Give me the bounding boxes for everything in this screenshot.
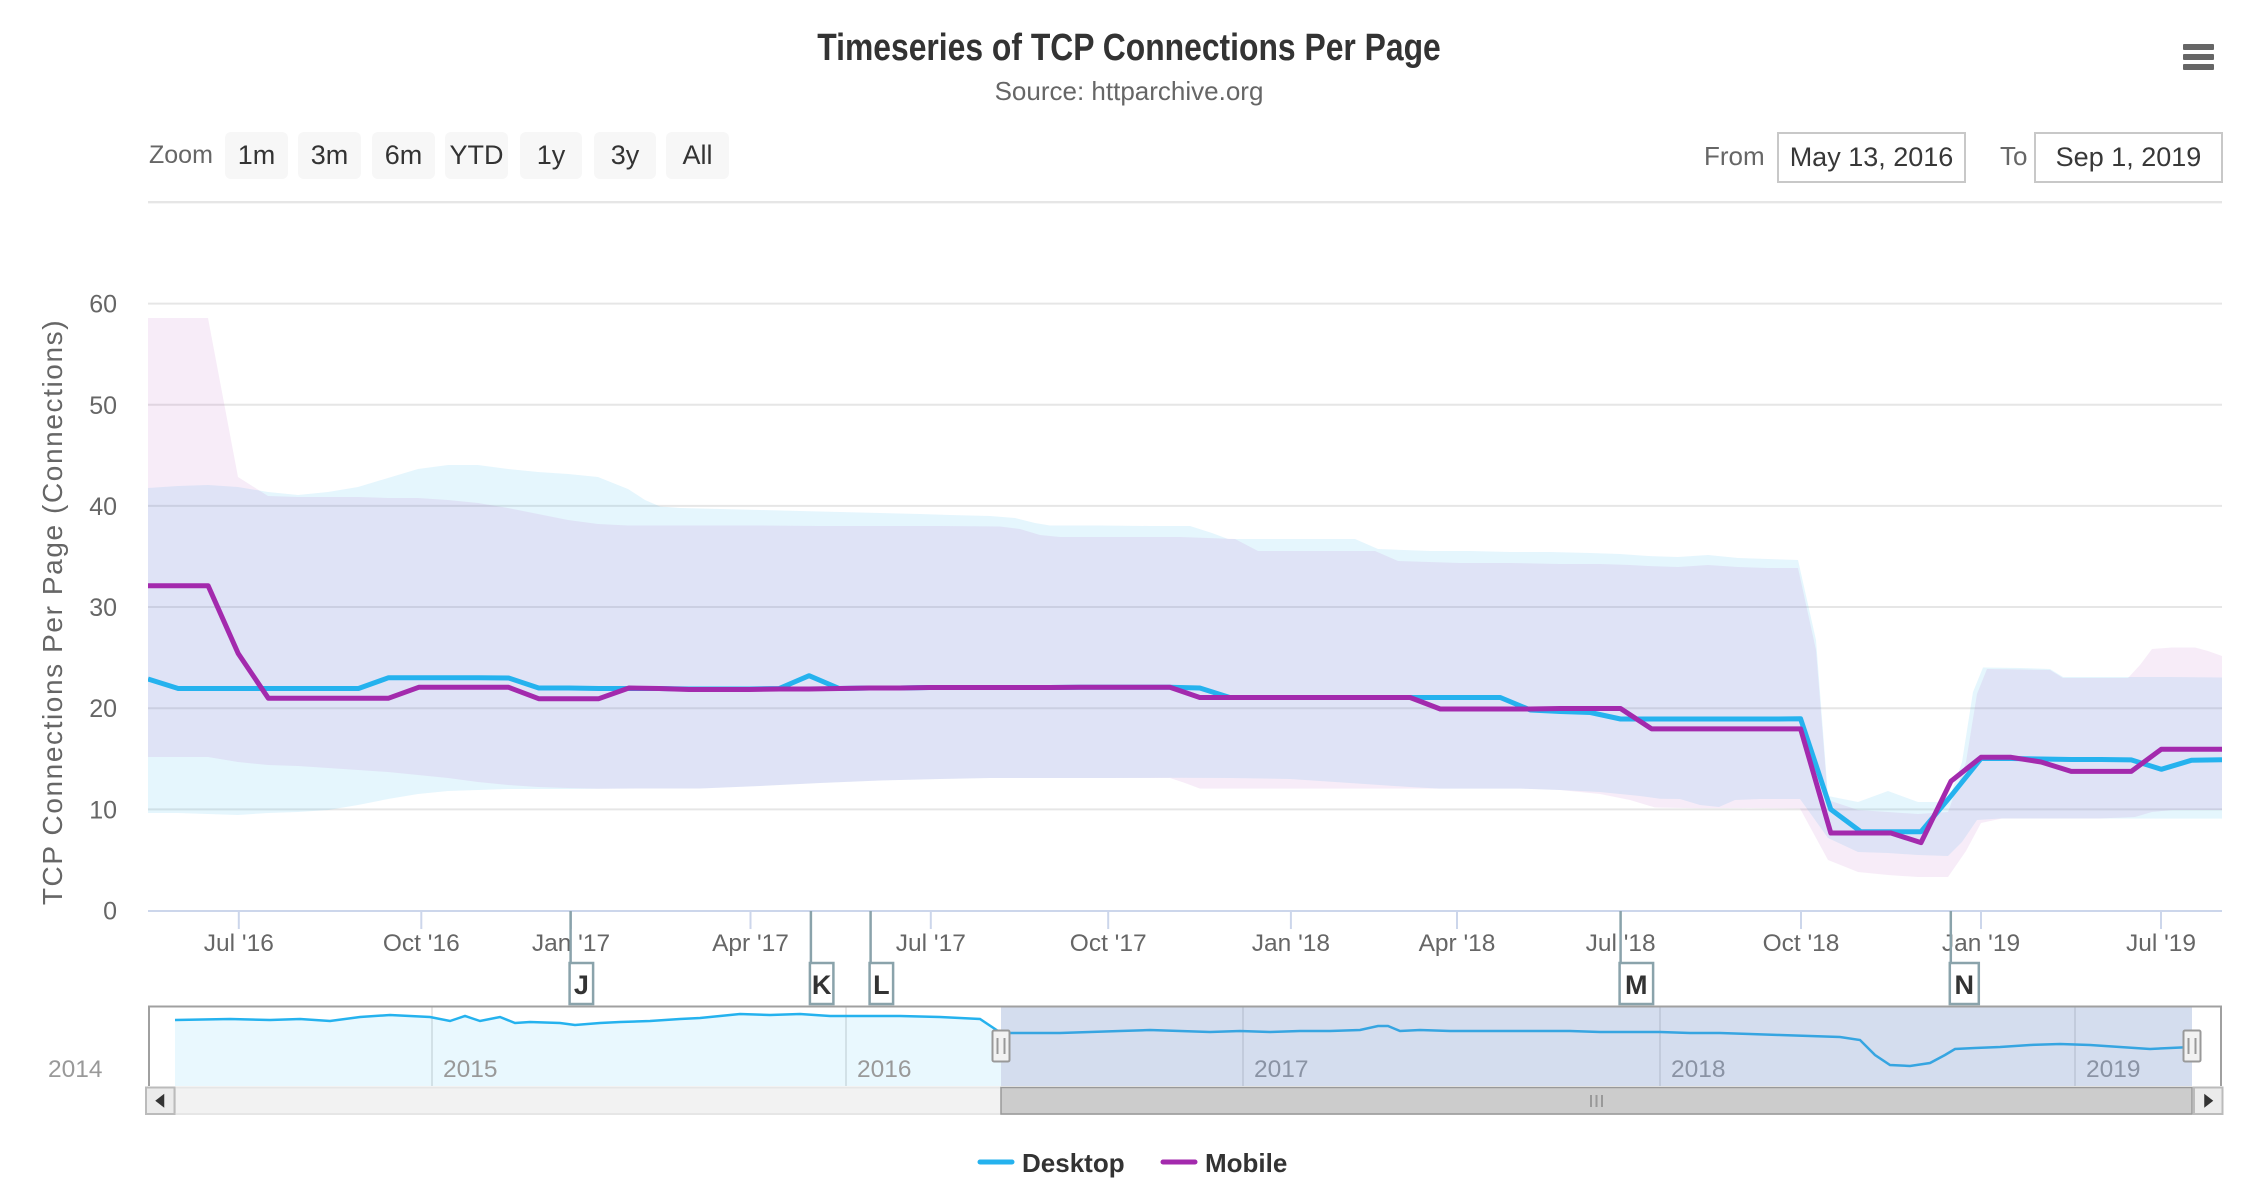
svg-text:40: 40	[89, 493, 117, 521]
svg-text:50: 50	[89, 392, 117, 420]
svg-text:Oct '17: Oct '17	[1070, 930, 1147, 957]
svg-text:Jan '19: Jan '19	[1942, 930, 2020, 957]
svg-text:Apr '17: Apr '17	[712, 930, 789, 957]
svg-text:2016: 2016	[857, 1056, 912, 1083]
svg-text:M: M	[1625, 970, 1648, 1000]
svg-text:30: 30	[89, 594, 117, 622]
svg-text:J: J	[574, 970, 589, 1000]
svg-text:2018: 2018	[1671, 1056, 1726, 1083]
svg-text:10: 10	[89, 796, 117, 824]
svg-text:Apr '18: Apr '18	[1419, 930, 1496, 957]
svg-text:2014: 2014	[48, 1056, 103, 1083]
svg-text:Jul '16: Jul '16	[204, 930, 274, 957]
svg-text:0: 0	[103, 898, 117, 926]
svg-text:L: L	[873, 970, 890, 1000]
svg-text:Jan '18: Jan '18	[1252, 930, 1330, 957]
svg-text:N: N	[1955, 970, 1975, 1000]
svg-text:2019: 2019	[2086, 1056, 2141, 1083]
svg-text:Oct '18: Oct '18	[1763, 930, 1840, 957]
svg-text:Jul '19: Jul '19	[2126, 930, 2196, 957]
svg-text:20: 20	[89, 695, 117, 723]
svg-text:60: 60	[89, 291, 117, 319]
svg-text:Oct '16: Oct '16	[383, 930, 460, 957]
svg-text:2017: 2017	[1254, 1056, 1309, 1083]
svg-text:Mobile: Mobile	[1205, 1148, 1287, 1178]
svg-text:TCP Connections Per Page (Conn: TCP Connections Per Page (Connections)	[37, 319, 68, 905]
svg-text:K: K	[812, 970, 832, 1000]
svg-text:Jul '17: Jul '17	[896, 930, 966, 957]
svg-text:2015: 2015	[443, 1056, 498, 1083]
svg-text:Desktop: Desktop	[1022, 1148, 1125, 1178]
